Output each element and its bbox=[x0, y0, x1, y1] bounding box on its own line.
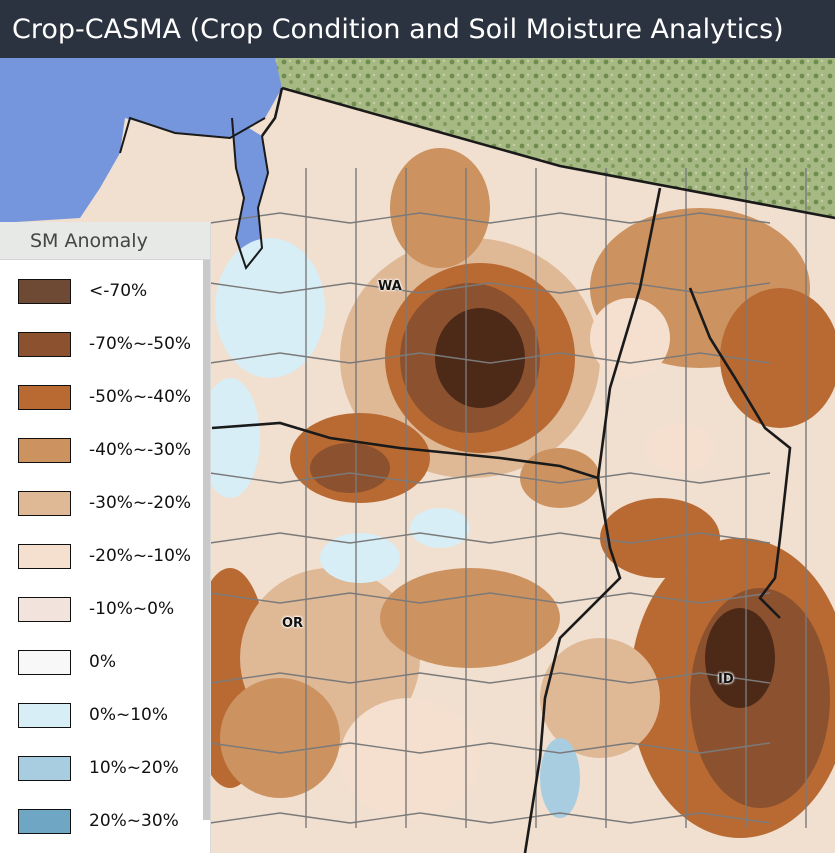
legend-label: -20%~-10% bbox=[89, 546, 192, 566]
anomaly-layer bbox=[190, 148, 835, 838]
legend-item: -40%~-30% bbox=[18, 436, 191, 464]
coastline bbox=[119, 116, 270, 271]
legend-label: 10%~20% bbox=[89, 758, 179, 778]
state-label-or: OR bbox=[282, 616, 304, 631]
county-line bbox=[209, 592, 771, 604]
legend-swatch bbox=[18, 702, 71, 728]
legend-swatch bbox=[18, 437, 71, 463]
county-line bbox=[209, 672, 771, 684]
legend-label: -10%~0% bbox=[89, 599, 175, 619]
soil-moisture-map[interactable]: WA OR ID bbox=[0, 58, 835, 853]
map-canvas[interactable] bbox=[0, 58, 835, 853]
legend-item: 20%~30% bbox=[18, 807, 179, 835]
legend-item: <-70% bbox=[18, 277, 147, 305]
legend-item: -20%~-10% bbox=[18, 542, 191, 570]
legend-swatch bbox=[18, 278, 71, 304]
legend-item: -70%~-50% bbox=[18, 330, 191, 358]
legend-swatch bbox=[18, 384, 71, 410]
county-line bbox=[209, 742, 771, 754]
legend-scrollbar[interactable] bbox=[203, 260, 210, 820]
puget-sound bbox=[232, 118, 268, 268]
legend-swatch bbox=[18, 490, 71, 516]
county-line bbox=[209, 282, 771, 294]
legend-swatch bbox=[18, 755, 71, 781]
legend-label: <-70% bbox=[89, 281, 148, 301]
county-borders bbox=[209, 168, 807, 828]
legend-item: -30%~-20% bbox=[18, 489, 191, 517]
sm-anomaly-legend: SM Anomaly <-70% -70%~-50% -50%~-40% -40%~-… bbox=[0, 222, 211, 853]
legend-item: 0% bbox=[18, 648, 116, 676]
legend-swatch bbox=[18, 649, 71, 675]
legend-label: 0% bbox=[89, 652, 116, 672]
app-title: Crop-CASMA (Crop Condition and Soil Mois… bbox=[12, 13, 784, 45]
legend-label: -50%~-40% bbox=[89, 387, 192, 407]
legend-title: SM Anomaly bbox=[0, 222, 210, 260]
legend-label: -40%~-30% bbox=[89, 440, 192, 460]
legend-label: 0%~10% bbox=[89, 705, 168, 725]
legend-item: 10%~20% bbox=[18, 754, 179, 782]
legend-swatch bbox=[18, 543, 71, 569]
state-borders bbox=[211, 86, 835, 853]
legend-swatch bbox=[18, 808, 71, 834]
pacific-ocean bbox=[0, 58, 282, 223]
county-line bbox=[209, 532, 771, 544]
legend-swatch bbox=[18, 331, 71, 357]
state-label-id: ID bbox=[718, 672, 734, 687]
legend-swatch bbox=[18, 596, 71, 622]
county-line bbox=[209, 812, 771, 824]
county-line bbox=[209, 472, 771, 484]
legend-label: 20%~30% bbox=[89, 811, 179, 831]
county-line bbox=[209, 352, 771, 364]
legend-label: -30%~-20% bbox=[89, 493, 192, 513]
legend-item: -10%~0% bbox=[18, 595, 174, 623]
app-title-bar: Crop-CASMA (Crop Condition and Soil Mois… bbox=[0, 0, 835, 58]
legend-item: 0%~10% bbox=[18, 701, 168, 729]
legend-label: -70%~-50% bbox=[89, 334, 192, 354]
county-line bbox=[209, 212, 771, 224]
state-label-wa: WA bbox=[378, 279, 402, 294]
legend-item: -50%~-40% bbox=[18, 383, 191, 411]
